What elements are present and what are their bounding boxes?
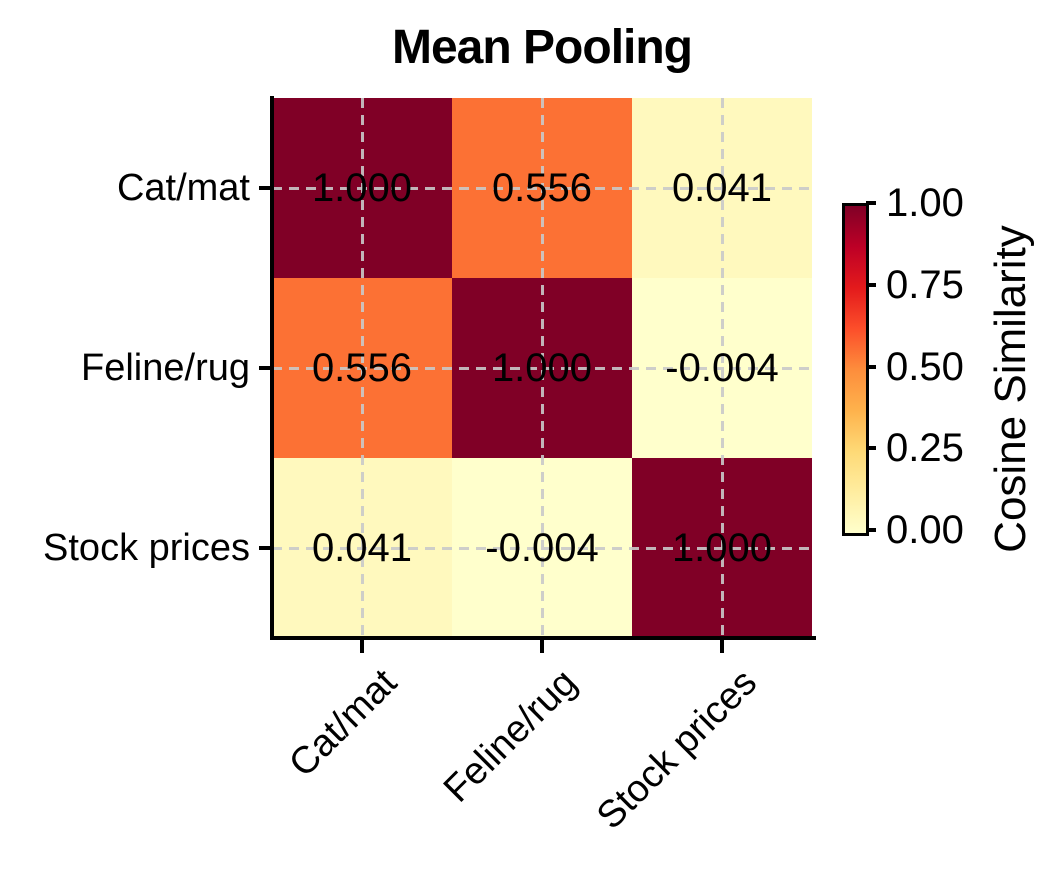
cell-value: 0.041: [311, 526, 413, 570]
x-tick-label: Feline/rug: [435, 661, 586, 811]
y-tick: [259, 546, 270, 550]
colorbar-tick-label: 0.25: [886, 426, 964, 471]
y-tick-label: Stock prices: [43, 527, 250, 569]
colorbar-axis-label: Cosine Similarity: [986, 225, 1035, 553]
colorbar: [842, 203, 869, 536]
x-tick-label: Stock prices: [589, 661, 766, 838]
gridlines-layer: [272, 98, 812, 638]
colorbar-tick: [866, 528, 876, 532]
colorbar-tick-label: 1.00: [886, 181, 964, 225]
y-tick-label: Cat/mat: [116, 167, 250, 209]
y-tick-label: Feline/rug: [81, 347, 250, 389]
colorbar-tick: [866, 201, 876, 205]
cell-value: 1.000: [671, 526, 773, 570]
cell-value: 0.041: [671, 166, 773, 210]
cell-value: 0.556: [491, 166, 593, 210]
cell-values-layer: 1.000 0.556 0.041 0.556 1.000 -0.004 0.041 -0.0…: [272, 98, 812, 638]
x-tick-label: Cat/mat: [281, 661, 406, 786]
chart-title: Mean Pooling: [392, 21, 693, 74]
x-tick: [360, 640, 364, 653]
cell-value: -0.004: [485, 526, 599, 570]
x-axis-line: [270, 636, 816, 640]
gridline-vertical: [720, 98, 724, 638]
colorbar-tick: [866, 282, 876, 287]
cell-value: -0.004: [665, 346, 779, 390]
x-tick: [720, 640, 724, 653]
cell-value: 0.556: [311, 346, 413, 390]
cell-value: 1.000: [491, 346, 593, 390]
heatmap-plot: 1.000 0.556 0.041 0.556 1.000 -0.004 0.041 -0.0…: [272, 98, 812, 638]
y-tick: [259, 366, 270, 370]
x-tick: [540, 640, 544, 653]
colorbar-tick-label: 0.00: [886, 508, 964, 552]
colorbar-tick-label: 0.50: [886, 344, 964, 389]
cell-value: 1.000: [311, 166, 413, 210]
gridline-horizontal: [272, 546, 812, 550]
colorbar-tick: [866, 446, 876, 451]
colorbar-tick-label: 0.75: [886, 262, 964, 307]
y-tick: [259, 186, 270, 190]
y-axis-line: [270, 96, 274, 640]
gridline-horizontal: [272, 366, 812, 370]
colorbar-tick: [866, 364, 876, 369]
